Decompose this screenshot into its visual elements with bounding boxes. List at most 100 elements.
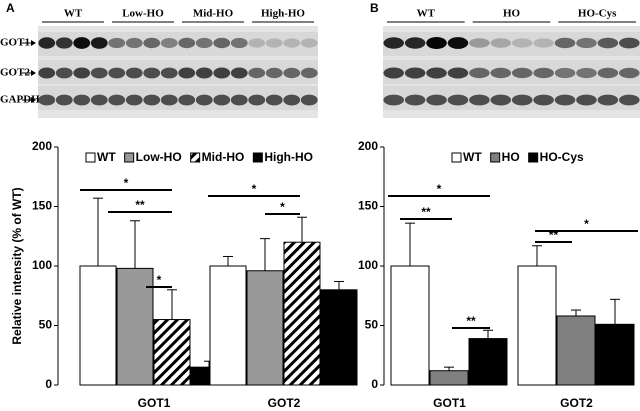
blot-band — [300, 67, 318, 79]
blot-band — [213, 67, 231, 79]
x-tick-label: GOT2 — [268, 396, 301, 410]
significance-label: ** — [466, 314, 476, 328]
blot-band — [283, 94, 301, 106]
bar — [209, 265, 247, 386]
row-arrowhead — [31, 40, 36, 46]
blot-band — [125, 37, 143, 49]
blot-band — [160, 38, 178, 48]
panel-label: B — [370, 1, 379, 15]
legend-swatch — [451, 152, 462, 163]
blot-group-label: Low-HO — [122, 8, 164, 20]
blot-band — [178, 37, 196, 49]
blot-band — [230, 37, 248, 49]
blot-band — [597, 37, 619, 49]
bar — [246, 270, 284, 386]
blot-band — [248, 67, 266, 79]
blot-band — [178, 94, 196, 106]
blot-band — [108, 94, 126, 106]
y-tick-label: 150 — [32, 199, 52, 213]
y-tick-label: 0 — [371, 377, 378, 391]
blot-band — [404, 67, 426, 79]
blot-band — [426, 37, 447, 49]
y-tick-label: 50 — [365, 318, 379, 332]
legend-swatch — [490, 152, 501, 163]
blot-band — [55, 67, 73, 79]
bar — [595, 323, 635, 386]
blot-band — [55, 94, 73, 106]
blot-band — [619, 94, 640, 106]
blot-band — [248, 94, 266, 106]
blot-group-label: High-HO — [261, 8, 305, 20]
bar — [153, 319, 191, 386]
blot-band — [511, 67, 533, 79]
blot-band — [265, 67, 283, 79]
x-tick-label: GOT2 — [560, 396, 593, 410]
significance-label: ** — [135, 198, 145, 212]
blot-band — [426, 67, 447, 79]
blot-band — [383, 37, 404, 49]
significance-label: ** — [421, 205, 431, 219]
blot-band — [125, 67, 143, 79]
bar — [79, 265, 117, 386]
legend-swatch — [252, 152, 263, 163]
blot-band — [447, 37, 469, 49]
blot-band — [213, 94, 231, 106]
row-arrowhead — [31, 70, 36, 76]
y-tick-label: 100 — [358, 258, 378, 272]
blot-band — [404, 94, 426, 106]
blot-band — [90, 37, 108, 49]
blot-strip — [383, 86, 640, 110]
blot-band — [265, 38, 283, 48]
blot-band — [619, 37, 640, 49]
legend-label: Low-HO — [136, 150, 182, 164]
blot-band — [576, 94, 597, 106]
y-tick-label: 150 — [358, 199, 378, 213]
blot-band — [383, 67, 404, 79]
significance-label: * — [252, 182, 257, 196]
blot-group-label: HO-Cys — [578, 8, 617, 20]
blot-band — [554, 37, 576, 49]
blot-band — [230, 94, 248, 106]
blot-band — [300, 94, 318, 106]
blot-band — [533, 38, 554, 48]
blot-band — [533, 94, 554, 106]
blot-band — [265, 94, 283, 106]
blot-strip — [383, 32, 640, 56]
blot-band — [195, 94, 213, 106]
blot-band — [283, 38, 301, 48]
bar — [283, 241, 321, 386]
blot-band — [533, 67, 554, 79]
blot-row-label: GAPDH — [0, 94, 40, 106]
blot-band — [511, 94, 533, 106]
blot-band — [90, 94, 108, 106]
blot-group-label: HO — [503, 8, 521, 20]
y-tick-label: 50 — [39, 318, 53, 332]
y-tick-label: 200 — [358, 139, 378, 153]
blot-row-label: GOT2 — [0, 67, 30, 79]
y-tick-label: 0 — [45, 377, 52, 391]
panel-label: A — [6, 1, 15, 15]
blot-band — [38, 67, 56, 79]
bar — [517, 265, 557, 386]
blot-band — [554, 67, 576, 79]
blot-band — [178, 67, 196, 79]
blot-band — [108, 67, 126, 79]
significance-label: * — [124, 176, 129, 190]
blot-band — [490, 38, 512, 48]
legend-label: High-HO — [264, 150, 313, 164]
significance-label: * — [437, 182, 442, 196]
blot-band — [447, 94, 469, 106]
blot-group-label: Mid-HO — [193, 8, 234, 20]
bar — [320, 289, 358, 386]
blot-band — [300, 38, 318, 48]
bar — [116, 267, 154, 386]
blot-band — [490, 67, 512, 79]
significance-label: * — [280, 200, 285, 214]
x-tick-label: GOT1 — [433, 396, 466, 410]
blot-band — [73, 67, 91, 79]
legend-swatch — [85, 152, 96, 163]
legend-swatch — [124, 152, 135, 163]
blot-band — [195, 37, 213, 49]
blot-band — [108, 37, 126, 49]
blot-band — [469, 38, 490, 48]
